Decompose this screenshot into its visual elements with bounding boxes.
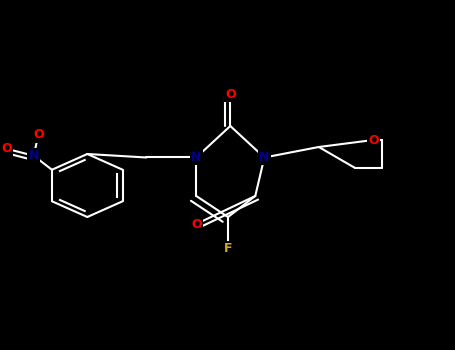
- Text: O: O: [1, 142, 12, 155]
- Text: O: O: [225, 88, 236, 101]
- Text: N: N: [29, 149, 39, 162]
- Text: N: N: [191, 151, 202, 164]
- Text: N: N: [259, 151, 269, 164]
- Text: O: O: [191, 217, 202, 231]
- Text: O: O: [368, 133, 379, 147]
- Text: O: O: [33, 128, 44, 141]
- Text: F: F: [224, 242, 233, 255]
